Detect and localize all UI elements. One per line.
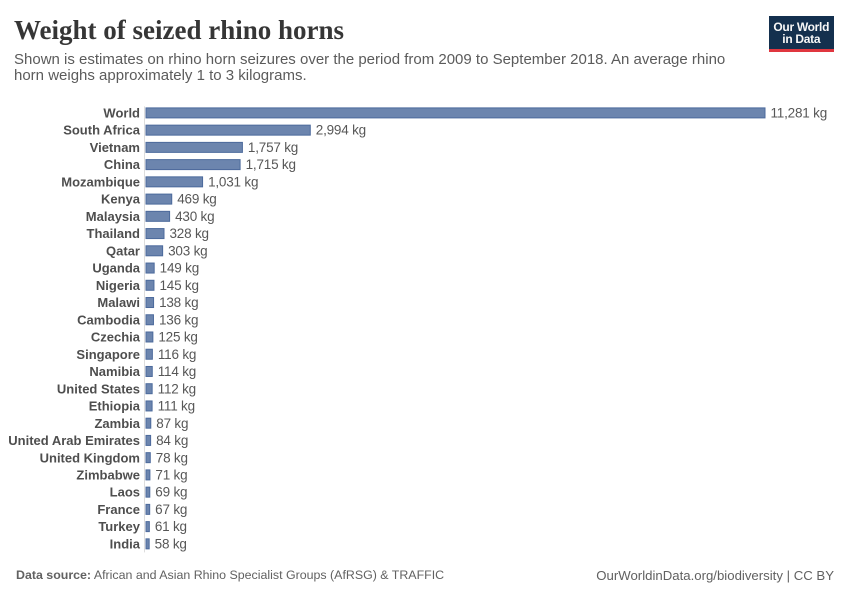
svg-text:France: France bbox=[97, 502, 140, 517]
svg-text:114 kg: 114 kg bbox=[158, 364, 196, 379]
svg-text:World: World bbox=[103, 106, 140, 121]
svg-text:Thailand: Thailand bbox=[87, 226, 141, 241]
svg-text:Mozambique: Mozambique bbox=[61, 174, 140, 189]
svg-text:Malawi: Malawi bbox=[97, 295, 140, 310]
svg-text:Qatar: Qatar bbox=[106, 243, 140, 258]
svg-text:Uganda: Uganda bbox=[92, 261, 140, 276]
svg-text:78 kg: 78 kg bbox=[156, 450, 188, 465]
svg-text:India: India bbox=[110, 536, 141, 551]
svg-text:87 kg: 87 kg bbox=[156, 416, 188, 431]
svg-text:112 kg: 112 kg bbox=[158, 381, 196, 396]
svg-text:Cambodia: Cambodia bbox=[77, 312, 141, 327]
svg-text:Laos: Laos bbox=[110, 485, 140, 500]
svg-text:South Africa: South Africa bbox=[63, 123, 141, 138]
svg-text:1,031 kg: 1,031 kg bbox=[208, 174, 258, 189]
svg-text:58 kg: 58 kg bbox=[155, 536, 187, 551]
svg-text:Namibia: Namibia bbox=[89, 364, 140, 379]
svg-text:469 kg: 469 kg bbox=[177, 192, 216, 207]
svg-text:Nigeria: Nigeria bbox=[96, 278, 141, 293]
svg-text:145 kg: 145 kg bbox=[159, 278, 198, 293]
svg-text:Malaysia: Malaysia bbox=[86, 209, 141, 224]
svg-text:430 kg: 430 kg bbox=[175, 209, 214, 224]
svg-text:Zimbabwe: Zimbabwe bbox=[76, 468, 140, 483]
svg-text:111 kg: 111 kg bbox=[158, 399, 195, 414]
svg-text:11,281 kg: 11,281 kg bbox=[771, 106, 828, 121]
svg-text:67 kg: 67 kg bbox=[155, 502, 187, 517]
svg-text:China: China bbox=[104, 157, 141, 172]
svg-text:Kenya: Kenya bbox=[101, 192, 141, 207]
svg-text:303 kg: 303 kg bbox=[168, 243, 207, 258]
svg-text:71 kg: 71 kg bbox=[155, 468, 187, 483]
svg-text:United States: United States bbox=[57, 381, 140, 396]
svg-text:Singapore: Singapore bbox=[76, 347, 140, 362]
svg-text:149 kg: 149 kg bbox=[160, 261, 199, 276]
svg-text:69 kg: 69 kg bbox=[155, 485, 187, 500]
svg-text:1,715 kg: 1,715 kg bbox=[246, 157, 296, 172]
svg-text:136 kg: 136 kg bbox=[159, 312, 198, 327]
svg-text:1,757 kg: 1,757 kg bbox=[248, 140, 298, 155]
svg-text:United Arab Emirates: United Arab Emirates bbox=[8, 433, 140, 448]
svg-text:United Kingdom: United Kingdom bbox=[40, 450, 140, 465]
svg-text:138 kg: 138 kg bbox=[159, 295, 198, 310]
svg-text:116 kg: 116 kg bbox=[158, 347, 196, 362]
svg-text:61 kg: 61 kg bbox=[155, 519, 187, 534]
svg-text:Vietnam: Vietnam bbox=[90, 140, 140, 155]
svg-text:328 kg: 328 kg bbox=[170, 226, 209, 241]
svg-text:Turkey: Turkey bbox=[98, 519, 140, 534]
svg-text:Czechia: Czechia bbox=[91, 330, 141, 345]
svg-text:Ethiopia: Ethiopia bbox=[89, 399, 141, 414]
svg-text:125 kg: 125 kg bbox=[158, 330, 197, 345]
svg-text:Zambia: Zambia bbox=[94, 416, 140, 431]
svg-text:84 kg: 84 kg bbox=[156, 433, 188, 448]
svg-text:2,994 kg: 2,994 kg bbox=[316, 123, 366, 138]
